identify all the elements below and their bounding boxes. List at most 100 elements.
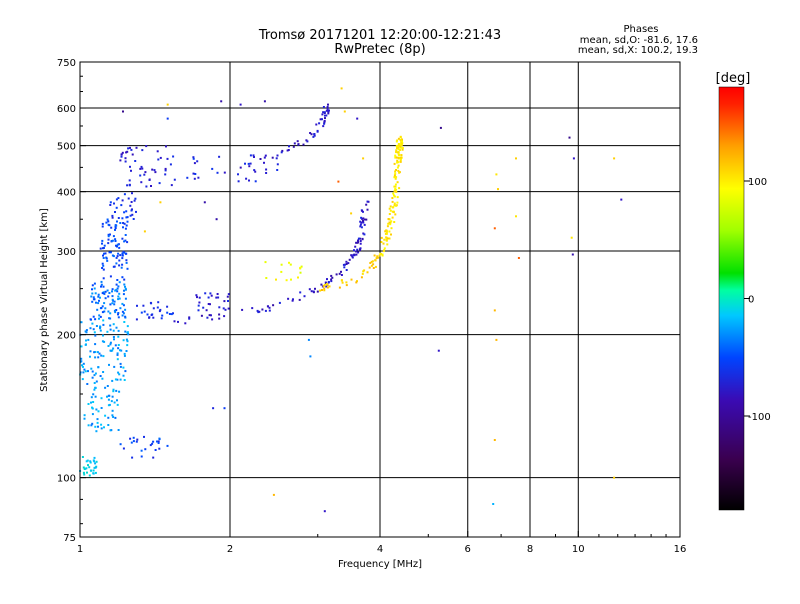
- echo-point: [109, 324, 112, 327]
- echo-point: [111, 216, 114, 219]
- echo-point: [323, 289, 326, 292]
- x-tick-label: 8: [527, 544, 533, 555]
- echo-point: [139, 167, 142, 170]
- echo-point: [91, 406, 93, 409]
- echo-point: [287, 149, 290, 151]
- echo-point: [109, 275, 112, 278]
- echo-point: [293, 142, 296, 145]
- echo-point: [158, 437, 161, 440]
- echo-point: [112, 323, 115, 326]
- echo-point: [393, 162, 396, 165]
- echo-point: [335, 273, 338, 276]
- y-tick-label: 600: [57, 104, 76, 115]
- echo-point: [345, 260, 348, 263]
- echo-point: [104, 414, 107, 417]
- echo-point: [92, 296, 95, 299]
- echo-point: [398, 187, 401, 190]
- echo-point: [121, 302, 124, 305]
- echo-point: [330, 278, 333, 281]
- echo-point: [237, 173, 239, 176]
- echo-point: [116, 358, 119, 361]
- echo-point: [239, 166, 242, 169]
- echo-point: [218, 306, 221, 309]
- echo-point: [159, 156, 162, 159]
- echo-point: [362, 232, 365, 235]
- echo-point: [109, 341, 112, 344]
- echo-point: [310, 133, 313, 136]
- echo-point: [125, 252, 128, 255]
- echo-point: [196, 296, 198, 299]
- echo-point: [363, 269, 366, 272]
- echo-point: [121, 151, 124, 154]
- echo-point: [123, 278, 126, 281]
- echo-point: [157, 440, 160, 443]
- echo-point: [107, 398, 110, 401]
- echo-point: [397, 148, 400, 151]
- echo-point: [97, 295, 100, 298]
- echo-point: [101, 305, 104, 308]
- echo-point: [117, 243, 120, 246]
- echo-point: [172, 155, 175, 158]
- echo-point: [359, 247, 362, 250]
- echo-point: [117, 298, 120, 301]
- echo-point: [280, 270, 283, 273]
- echo-point: [571, 253, 574, 256]
- echo-point: [149, 444, 152, 447]
- echo-point: [85, 467, 88, 470]
- echo-point: [296, 140, 299, 143]
- echo-point: [101, 225, 104, 228]
- echo-point: [297, 143, 300, 146]
- echo-point: [385, 236, 388, 239]
- echo-point: [383, 247, 386, 250]
- echo-point: [124, 160, 127, 163]
- echo-point: [101, 247, 104, 250]
- echo-point: [125, 216, 128, 219]
- echo-point: [102, 268, 105, 271]
- echo-point: [112, 255, 115, 258]
- echo-point: [360, 216, 363, 219]
- echo-point: [330, 280, 333, 283]
- echo-point: [118, 373, 121, 376]
- echo-point: [95, 380, 98, 383]
- echo-point: [109, 317, 112, 320]
- echo-point: [109, 343, 112, 346]
- echo-point: [397, 156, 400, 159]
- echo-point: [94, 334, 97, 337]
- echo-point: [198, 301, 201, 304]
- echo-point: [94, 471, 97, 474]
- echo-point: [111, 295, 114, 298]
- echo-point: [216, 171, 219, 174]
- echo-point: [114, 211, 116, 213]
- echo-point: [89, 318, 92, 321]
- echo-point: [319, 289, 322, 292]
- echo-point: [263, 100, 266, 103]
- echo-point: [396, 161, 399, 164]
- echo-point: [360, 276, 363, 279]
- echo-point: [215, 296, 218, 299]
- echo-point: [112, 329, 115, 332]
- echo-point: [124, 308, 127, 311]
- echo-point: [493, 227, 496, 230]
- echo-point: [356, 248, 359, 251]
- echo-point: [305, 139, 308, 142]
- echo-point: [288, 261, 290, 264]
- echo-point: [396, 159, 399, 162]
- echo-point: [271, 156, 274, 159]
- echo-point: [369, 262, 372, 264]
- echo-point: [381, 253, 384, 256]
- echo-point: [331, 276, 334, 279]
- echo-point: [613, 476, 616, 479]
- echo-point: [97, 356, 100, 359]
- echo-point: [340, 270, 342, 273]
- echo-point: [390, 220, 393, 223]
- echo-point: [166, 157, 169, 160]
- echo-point: [95, 301, 97, 304]
- echo-point: [195, 294, 198, 297]
- echo-point: [386, 243, 389, 246]
- echo-point: [94, 462, 97, 465]
- echo-point: [397, 164, 400, 167]
- colorbar-ticks: 100 0 -100: [744, 177, 771, 423]
- echo-point: [166, 117, 169, 120]
- echo-point: [85, 460, 88, 463]
- echo-point: [140, 181, 143, 184]
